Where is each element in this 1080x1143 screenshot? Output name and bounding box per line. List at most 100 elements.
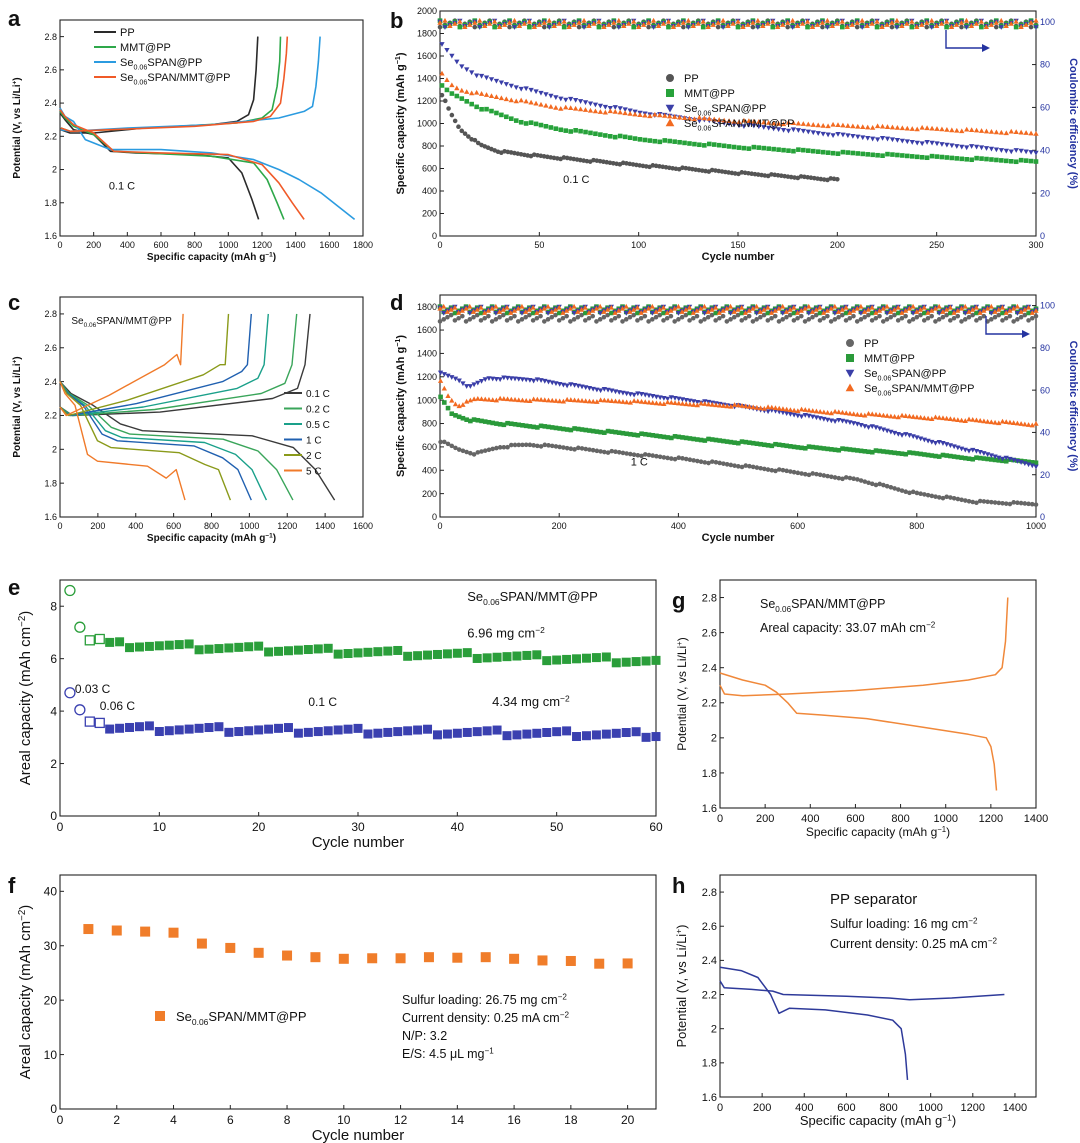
data-point <box>668 399 674 405</box>
data-point <box>598 449 603 454</box>
y2-tick-label: 40 <box>1040 145 1050 155</box>
data-point <box>951 310 957 315</box>
text-segment: SPAN/MMT@PP <box>147 72 230 84</box>
data-point <box>810 314 815 320</box>
data-point <box>865 425 872 430</box>
x-tick-label: 1200 <box>961 1102 985 1114</box>
text-segment: 1.8 <box>702 1058 717 1070</box>
data-point <box>594 387 600 393</box>
data-point <box>687 457 693 463</box>
data-point <box>884 22 890 27</box>
data-point <box>646 399 652 405</box>
y2-tick-label: 40 <box>1040 428 1050 438</box>
text-segment: Se <box>684 103 697 115</box>
data-point <box>711 142 717 147</box>
data-point <box>583 446 589 452</box>
data-point <box>516 422 522 428</box>
data-point <box>604 306 611 312</box>
data-point <box>456 378 462 384</box>
data-point <box>548 125 554 130</box>
data-point <box>924 24 930 30</box>
data-point <box>795 315 800 321</box>
data-point <box>622 110 628 116</box>
data-point <box>463 384 470 389</box>
data-point <box>805 148 811 153</box>
data-point <box>657 395 663 401</box>
data-point <box>463 319 469 324</box>
data-point <box>620 430 626 436</box>
data-point <box>511 25 518 30</box>
data-point <box>735 18 741 24</box>
data-point <box>910 414 916 419</box>
data-point <box>538 101 544 107</box>
data-point <box>627 110 633 116</box>
data-point <box>556 21 562 26</box>
data-point <box>282 950 293 961</box>
text-segment: SPAN/MMT@PP <box>791 597 885 611</box>
text-segment: 1.6 <box>702 803 717 815</box>
data-point <box>998 25 1004 30</box>
data-point <box>825 473 830 479</box>
data-point <box>650 400 656 405</box>
data-point <box>1013 18 1019 24</box>
data-point <box>482 653 492 663</box>
data-point <box>978 18 985 24</box>
data-point <box>873 310 879 315</box>
data-point <box>835 151 841 156</box>
series-line-discharge <box>719 672 998 791</box>
data-point <box>607 105 613 111</box>
data-point <box>482 23 488 28</box>
data-point <box>825 123 831 129</box>
data-point <box>661 401 667 406</box>
data-point <box>824 308 831 313</box>
data-point <box>802 413 808 418</box>
data-point <box>616 450 622 455</box>
data-point <box>590 308 596 313</box>
text-segment: 1200 <box>252 240 272 250</box>
text-segment: 0 <box>57 240 62 250</box>
legend-label: PP <box>684 73 699 85</box>
data-point <box>125 722 135 732</box>
data-point <box>542 378 548 384</box>
text-segment: −2 <box>560 693 570 703</box>
text-segment: 300 <box>1028 240 1043 250</box>
data-point <box>627 392 634 397</box>
data-point <box>981 499 987 504</box>
data-point <box>724 403 730 409</box>
data-point <box>992 500 998 505</box>
data-point <box>780 22 786 27</box>
data-point <box>552 727 562 737</box>
data-point <box>672 456 678 462</box>
data-point <box>716 117 722 122</box>
data-point <box>661 318 666 323</box>
x-tick-label: 200 <box>830 240 845 250</box>
legend-label: 0.2 C <box>306 405 330 416</box>
data-point <box>507 24 512 30</box>
data-point <box>498 80 505 86</box>
data-point <box>621 23 627 28</box>
data-point <box>788 469 793 474</box>
y-tick-label: 2.8 <box>702 887 717 899</box>
data-point <box>619 305 626 311</box>
data-point <box>665 104 675 113</box>
data-point <box>597 317 603 322</box>
data-point <box>681 24 686 30</box>
data-point <box>576 19 582 25</box>
x-tick-label: 14 <box>451 1113 465 1127</box>
data-point <box>511 308 518 313</box>
data-point <box>914 414 920 420</box>
data-point <box>571 382 578 388</box>
data-point <box>696 114 703 120</box>
data-point <box>444 309 451 314</box>
text-segment: 30 <box>351 820 365 834</box>
data-point <box>970 499 976 505</box>
data-point <box>888 484 894 490</box>
data-point <box>601 652 611 662</box>
data-point <box>488 77 495 82</box>
data-point <box>635 433 641 438</box>
text-segment: 0 <box>437 240 442 250</box>
text-segment: −1 <box>265 252 273 259</box>
text-segment: −1 <box>394 339 402 347</box>
data-point <box>636 24 642 30</box>
data-point <box>660 304 667 310</box>
